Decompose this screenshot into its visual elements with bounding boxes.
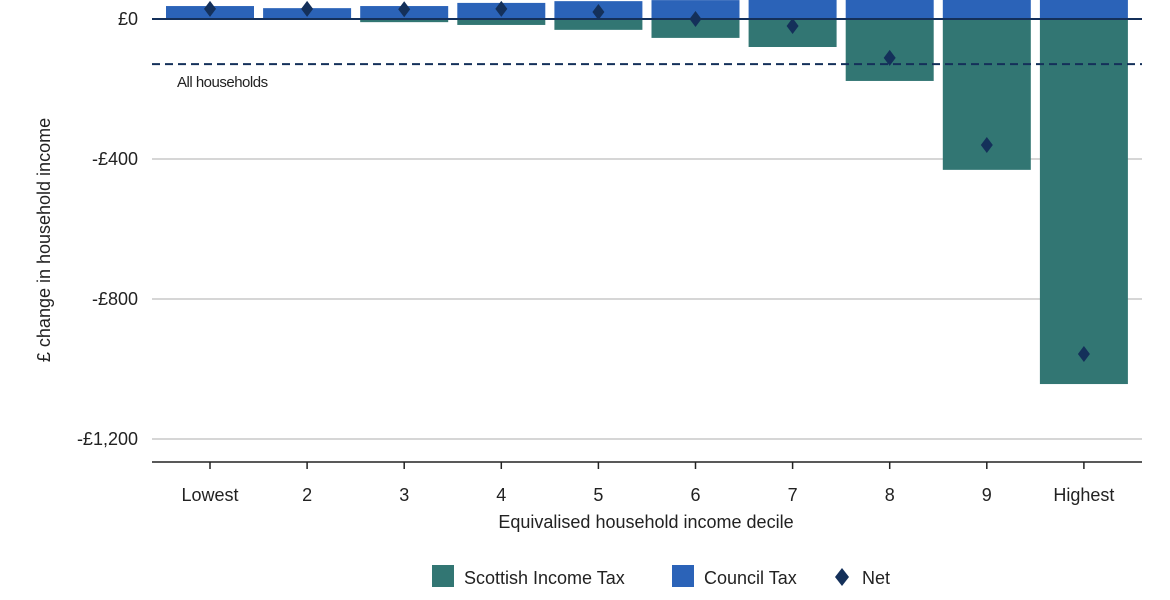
net-marker — [592, 4, 605, 20]
net-marker — [689, 11, 702, 27]
x-tick-label: 7 — [788, 485, 798, 505]
legend-label-scottish-income-tax: Scottish Income Tax — [464, 568, 625, 588]
x-tick-label: 3 — [399, 485, 409, 505]
net-marker — [398, 1, 411, 18]
bar-scottish-income-tax — [651, 19, 740, 38]
x-tick-label: 2 — [302, 485, 312, 505]
legend-marker-net — [835, 568, 849, 586]
bar-scottish-income-tax — [554, 19, 643, 30]
bar-scottish-income-tax — [360, 19, 449, 23]
net-marker — [980, 137, 993, 153]
legend-swatch-scottish-income-tax — [432, 565, 454, 587]
x-tick-label: 5 — [593, 485, 603, 505]
bar-council-tax — [651, 0, 740, 19]
x-tick-label: 4 — [496, 485, 506, 505]
net-marker — [495, 0, 508, 17]
bar-council-tax — [845, 0, 934, 20]
net-marker — [1077, 345, 1090, 362]
x-tick-label: Highest — [1053, 485, 1114, 505]
y-tick-label: £0 — [118, 9, 138, 29]
x-tick-label: 8 — [885, 485, 895, 505]
net-marker — [204, 0, 216, 17]
y-tick-label: -£1,200 — [77, 429, 138, 449]
legend-label-council-tax: Council Tax — [704, 568, 797, 588]
x-tick-label: 9 — [982, 485, 992, 505]
bar-scottish-income-tax — [1039, 19, 1128, 385]
net-marker — [301, 0, 314, 17]
bar-scottish-income-tax — [457, 19, 546, 25]
x-tick-label: Lowest — [181, 485, 238, 505]
bar-council-tax — [748, 0, 837, 19]
y-tick-label: -£800 — [92, 289, 138, 309]
x-tick-label: 6 — [690, 485, 700, 505]
all-households-label: All households — [177, 74, 268, 91]
legend-swatch-council-tax — [672, 565, 694, 587]
y-tick-label: -£400 — [92, 149, 138, 169]
net-marker — [883, 49, 896, 66]
net-marker — [786, 18, 799, 34]
bar-council-tax — [1039, 0, 1128, 19]
bar-council-tax — [942, 0, 1031, 20]
x-axis-title: Equivalised household income decile — [498, 512, 793, 532]
legend-label-net: Net — [862, 568, 890, 588]
y-axis-title: £ change in household income — [34, 118, 54, 362]
